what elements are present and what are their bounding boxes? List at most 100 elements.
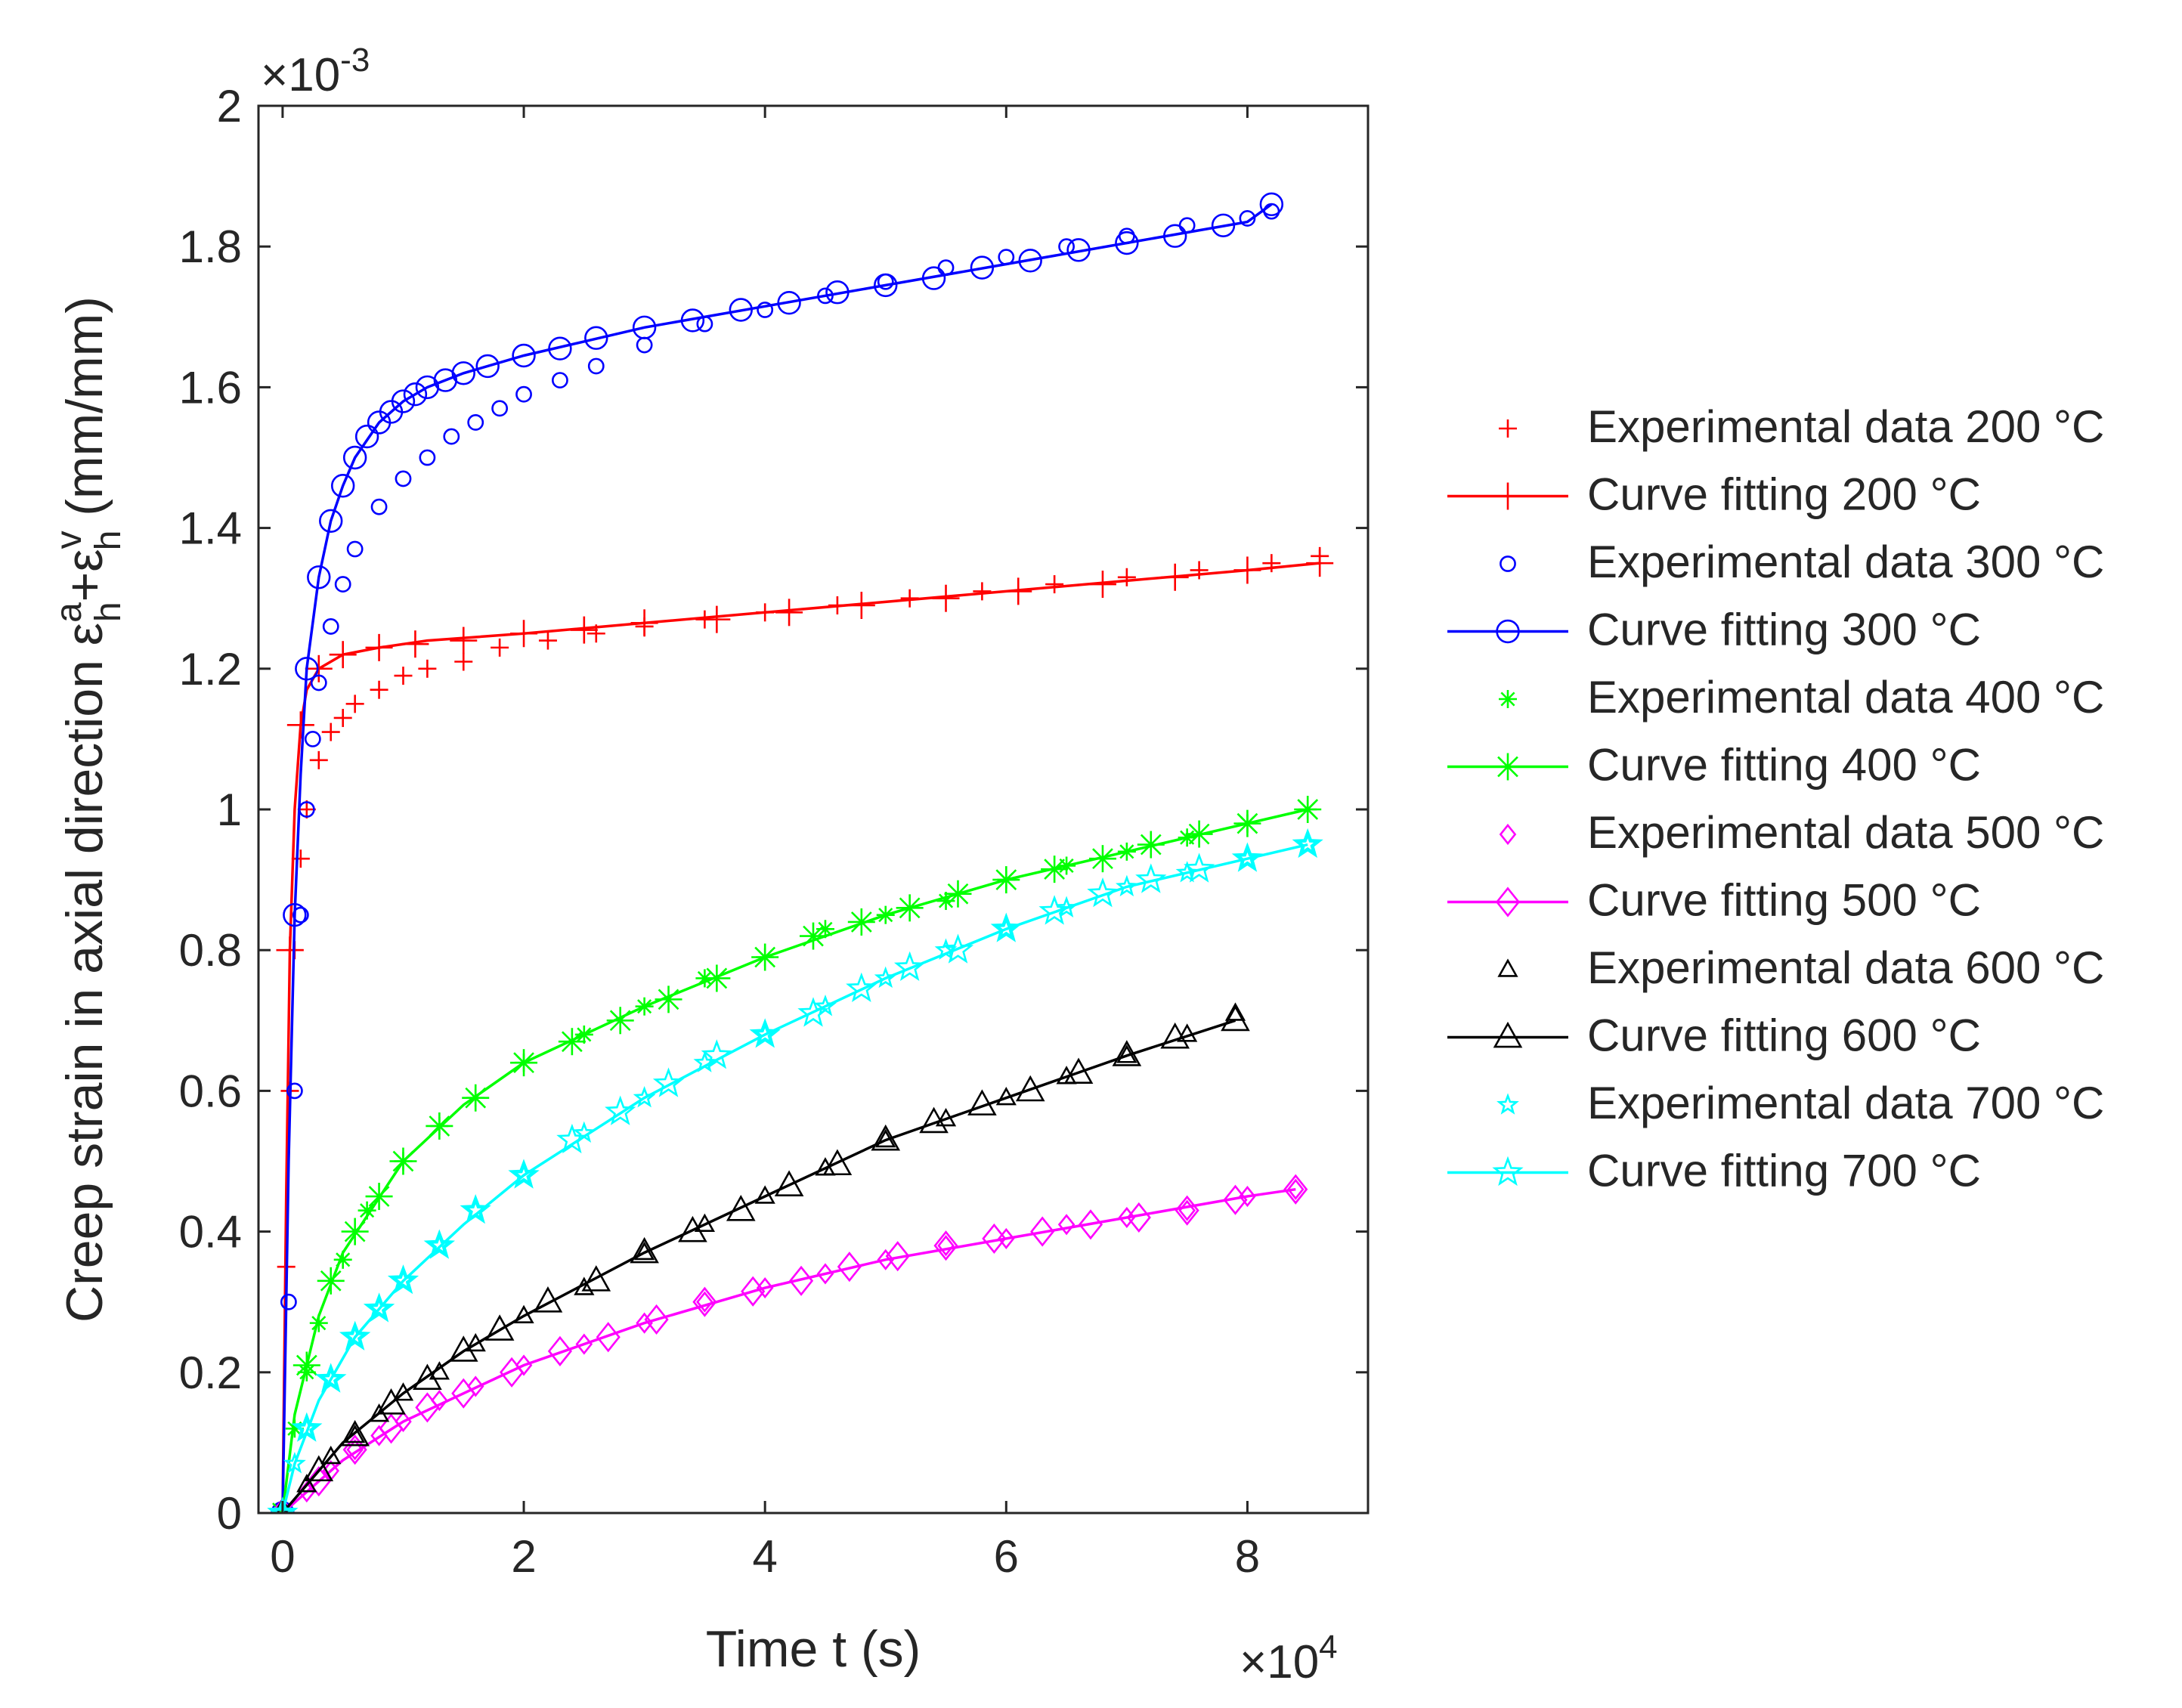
- exp-point-200: [1045, 575, 1064, 594]
- exp-point-500: [877, 1249, 895, 1270]
- exp-point-600: [465, 1332, 486, 1352]
- exp-point-700: [934, 938, 958, 960]
- y-multiplier: ×10-3: [261, 42, 370, 101]
- legend-marker-fit-300: [1496, 619, 1520, 644]
- legend-marker-fit-200: [1494, 482, 1521, 510]
- fit-marker-400: [317, 1267, 345, 1295]
- y-tick-label: 1.8: [179, 221, 242, 272]
- exp-point-500: [346, 1439, 364, 1461]
- legend-label-fit-600: Curve fitting 600 °C: [1587, 1010, 1981, 1061]
- exp-point-400: [635, 997, 654, 1016]
- fit-marker-200: [286, 711, 314, 739]
- exp-point-600: [513, 1304, 534, 1324]
- exp-point-300: [491, 400, 509, 417]
- legend-label-exp-400: Experimental data 400 °C: [1587, 672, 2104, 722]
- fit-marker-600: [304, 1455, 334, 1482]
- fit-marker-300: [1162, 224, 1187, 248]
- exp-point-300: [1178, 217, 1196, 234]
- fit-marker-700: [846, 972, 877, 1002]
- legend-label-fit-500: Curve fitting 500 °C: [1587, 875, 1981, 926]
- exp-point-200: [1117, 568, 1136, 586]
- exp-point-200: [321, 722, 340, 741]
- fit-marker-200: [1233, 556, 1261, 584]
- exp-point-700: [464, 1198, 487, 1221]
- fit-marker-300: [512, 343, 536, 368]
- exp-point-400: [574, 1025, 593, 1044]
- fit-marker-500: [885, 1241, 910, 1272]
- exp-point-200: [1262, 554, 1281, 573]
- exp-point-700: [271, 1501, 294, 1513]
- exp-point-400: [309, 1313, 328, 1332]
- fit-marker-300: [295, 657, 319, 681]
- fit-marker-500: [788, 1265, 814, 1296]
- series-500: [270, 1174, 1308, 1513]
- fit-marker-300: [319, 509, 343, 533]
- legend-entry-exp-500: Experimental data 500 °C: [1499, 807, 2104, 858]
- exp-point-300: [419, 449, 436, 466]
- fit-marker-500: [933, 1230, 958, 1261]
- exp-point-400: [394, 1152, 413, 1171]
- exp-point-300: [443, 428, 460, 445]
- exp-point-500: [937, 1235, 955, 1257]
- exp-point-600: [694, 1213, 716, 1232]
- exp-point-200: [1190, 561, 1209, 580]
- legend-marker-exp-500: [1499, 823, 1517, 846]
- y-tick-label: 0.6: [179, 1066, 242, 1116]
- exp-point-600: [995, 1087, 1017, 1106]
- y-tick-label: 1.2: [179, 644, 242, 695]
- legend-marker-fit-400: [1494, 753, 1521, 781]
- exp-point-400: [1057, 856, 1076, 875]
- fit-marker-700: [315, 1363, 347, 1393]
- exp-point-600: [296, 1474, 317, 1493]
- fit-marker-500: [596, 1322, 621, 1353]
- exp-point-200: [828, 596, 846, 615]
- fit-marker-700: [508, 1159, 540, 1189]
- legend-label-fit-300: Curve fitting 300 °C: [1587, 605, 1981, 655]
- exp-point-200: [491, 638, 509, 657]
- exp-point-200: [538, 631, 557, 650]
- exp-point-300: [937, 259, 955, 277]
- exp-point-700: [995, 917, 1018, 939]
- exp-point-400: [1117, 842, 1136, 861]
- fit-marker-200: [510, 620, 538, 648]
- exp-point-300: [298, 801, 315, 818]
- fit-marker-300: [970, 255, 995, 280]
- fit-marker-300: [391, 389, 416, 413]
- legend-entry-exp-200: Experimental data 200 °C: [1499, 401, 2104, 452]
- x-tick-label: 8: [1235, 1531, 1260, 1582]
- exp-point-300: [817, 287, 834, 305]
- exp-point-300: [1118, 227, 1135, 245]
- exp-point-300: [292, 906, 309, 924]
- fit-marker-300: [548, 336, 572, 360]
- exp-point-300: [280, 1293, 297, 1310]
- fit-marker-700: [460, 1193, 491, 1224]
- fit-marker-600: [967, 1089, 997, 1115]
- exp-point-700: [319, 1367, 342, 1389]
- fit-marker-500: [1223, 1184, 1248, 1215]
- exp-point-600: [1177, 1023, 1198, 1042]
- exp-point-300: [636, 336, 653, 354]
- fit-marker-400: [1185, 820, 1213, 848]
- fit-marker-500: [306, 1466, 331, 1497]
- fit-marker-300: [342, 445, 367, 470]
- exp-point-600: [815, 1157, 836, 1176]
- exp-point-300: [515, 385, 532, 403]
- exp-point-200: [333, 708, 352, 727]
- fit-marker-200: [450, 627, 478, 654]
- legend-marker-exp-600: [1497, 958, 1518, 977]
- fit-marker-700: [1231, 842, 1264, 872]
- fit-marker-300: [330, 474, 355, 498]
- series-700: [267, 828, 1323, 1513]
- series-200: [268, 546, 1334, 1513]
- fit-marker-300: [1018, 249, 1042, 273]
- exp-point-600: [276, 1502, 289, 1513]
- fit-marker-300: [1066, 238, 1091, 262]
- legend-entry-fit-600: Curve fitting 600 °C: [1447, 1010, 1981, 1061]
- exp-point-700: [1055, 896, 1079, 917]
- exp-point-200: [695, 610, 714, 629]
- x-axis-label: Time t (s): [706, 1620, 921, 1678]
- exp-point-500: [370, 1425, 388, 1447]
- exp-point-400: [997, 871, 1016, 890]
- exp-point-200: [756, 603, 775, 622]
